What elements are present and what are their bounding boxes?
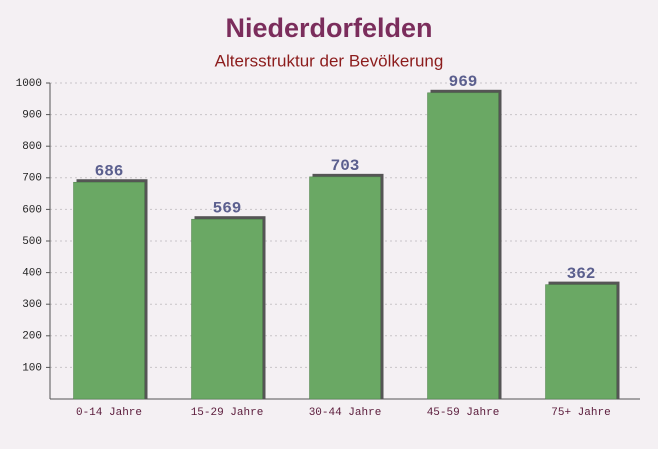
y-tick-label: 100 <box>22 362 42 374</box>
y-tick-label: 300 <box>22 299 42 311</box>
chart-title: Niederdorfelden <box>225 13 432 43</box>
value-label: 686 <box>95 162 124 180</box>
y-tick-label: 700 <box>22 173 42 185</box>
chart-subtitle: Altersstruktur der Bevölkerung <box>215 51 444 70</box>
bar <box>73 181 145 400</box>
x-tick-label: 15-29 Jahre <box>191 407 264 419</box>
y-tick-label: 600 <box>22 204 42 216</box>
bar <box>309 176 381 400</box>
y-tick-label: 900 <box>22 110 42 122</box>
y-tick-label: 200 <box>22 331 42 343</box>
x-tick-label: 45-59 Jahre <box>427 407 500 419</box>
y-tick-label: 400 <box>22 268 42 280</box>
bar <box>191 218 263 400</box>
value-label: 569 <box>213 199 242 217</box>
x-tick-label: 0-14 Jahre <box>76 407 142 419</box>
y-tick-label: 1000 <box>16 78 42 90</box>
value-label: 703 <box>331 157 360 175</box>
bar <box>427 92 499 400</box>
bar <box>545 284 617 400</box>
x-tick-label: 75+ Jahre <box>551 407 610 419</box>
value-label: 362 <box>567 265 596 283</box>
value-label: 969 <box>449 73 478 91</box>
y-tick-label: 800 <box>22 141 42 153</box>
x-tick-label: 30-44 Jahre <box>309 407 382 419</box>
y-tick-label: 500 <box>22 236 42 248</box>
